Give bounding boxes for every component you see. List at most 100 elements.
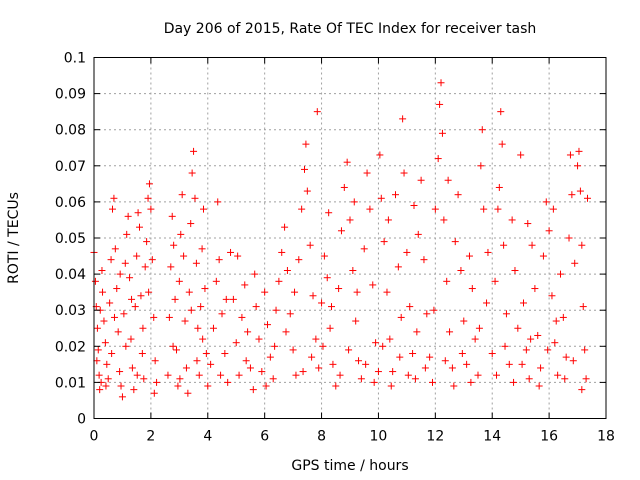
data-point bbox=[343, 158, 351, 166]
data-point bbox=[133, 371, 141, 379]
y-tick-label: 0.1 bbox=[64, 51, 86, 67]
data-point bbox=[474, 371, 482, 379]
data-point bbox=[518, 360, 526, 368]
data-point bbox=[542, 198, 550, 206]
data-point bbox=[292, 371, 300, 379]
x-tick-label: 2 bbox=[146, 429, 155, 445]
y-tick-label: 0.03 bbox=[55, 303, 86, 319]
data-point bbox=[457, 266, 465, 274]
data-point bbox=[441, 357, 449, 365]
data-point bbox=[329, 360, 337, 368]
data-point bbox=[421, 364, 429, 372]
data-point bbox=[145, 288, 153, 296]
data-point bbox=[313, 108, 321, 116]
data-point bbox=[261, 288, 269, 296]
data-point bbox=[93, 357, 101, 365]
data-point bbox=[450, 382, 458, 390]
y-tick-label: 0.06 bbox=[55, 195, 86, 211]
data-point bbox=[96, 386, 104, 394]
data-point bbox=[328, 303, 336, 311]
data-point bbox=[100, 317, 108, 325]
data-point bbox=[283, 266, 291, 274]
data-point bbox=[278, 248, 286, 256]
data-point bbox=[95, 371, 103, 379]
data-point bbox=[531, 285, 539, 293]
data-point bbox=[491, 277, 499, 285]
data-point bbox=[387, 382, 395, 390]
data-point bbox=[108, 205, 116, 213]
data-point bbox=[275, 277, 283, 285]
data-point bbox=[370, 378, 378, 386]
data-point bbox=[355, 357, 363, 365]
data-point bbox=[352, 317, 360, 325]
data-point bbox=[124, 212, 132, 220]
data-point bbox=[569, 357, 577, 365]
data-point bbox=[325, 209, 333, 217]
data-point bbox=[110, 194, 118, 202]
data-point bbox=[312, 335, 320, 343]
data-point bbox=[428, 378, 436, 386]
data-point bbox=[180, 252, 188, 260]
data-point bbox=[505, 360, 513, 368]
data-point bbox=[113, 285, 121, 293]
x-tick-label: 12 bbox=[426, 429, 444, 445]
data-point bbox=[501, 342, 509, 350]
data-point bbox=[414, 230, 422, 238]
data-point bbox=[224, 378, 232, 386]
data-point bbox=[193, 357, 201, 365]
data-point bbox=[362, 360, 370, 368]
data-point bbox=[167, 263, 175, 271]
data-point bbox=[128, 364, 136, 372]
data-point bbox=[302, 140, 310, 148]
x-tick-label: 10 bbox=[370, 429, 388, 445]
data-point bbox=[379, 342, 387, 350]
data-point bbox=[116, 270, 124, 278]
data-point bbox=[221, 350, 229, 358]
data-point bbox=[534, 331, 542, 339]
data-point bbox=[389, 368, 397, 376]
data-point bbox=[337, 227, 345, 235]
data-point bbox=[126, 274, 134, 282]
y-tick-label: 0.01 bbox=[55, 375, 86, 391]
data-point bbox=[251, 270, 259, 278]
data-point bbox=[258, 368, 266, 376]
data-point bbox=[446, 328, 454, 336]
data-point bbox=[145, 180, 153, 188]
data-point bbox=[444, 176, 452, 184]
data-point bbox=[460, 317, 468, 325]
data-point bbox=[535, 382, 543, 390]
data-point bbox=[386, 335, 394, 343]
data-point bbox=[147, 205, 155, 213]
data-point bbox=[426, 353, 434, 361]
data-point bbox=[272, 306, 280, 314]
data-point bbox=[286, 310, 294, 318]
data-point bbox=[169, 342, 177, 350]
data-point bbox=[217, 371, 225, 379]
data-point bbox=[198, 245, 206, 253]
x-tick-label: 14 bbox=[483, 429, 501, 445]
data-point bbox=[300, 165, 308, 173]
data-point bbox=[184, 389, 192, 397]
data-point bbox=[137, 292, 145, 300]
data-point bbox=[207, 360, 215, 368]
data-point bbox=[380, 238, 388, 246]
data-point bbox=[94, 346, 102, 354]
data-point bbox=[431, 205, 439, 213]
data-point bbox=[139, 324, 147, 332]
data-point bbox=[520, 299, 528, 307]
data-point bbox=[309, 292, 317, 300]
data-point bbox=[467, 378, 475, 386]
data-point bbox=[120, 310, 128, 318]
data-point bbox=[171, 295, 179, 303]
data-point bbox=[238, 313, 246, 321]
data-point bbox=[413, 328, 421, 336]
data-point bbox=[417, 176, 425, 184]
data-point bbox=[578, 386, 586, 394]
y-tick-label: 0.02 bbox=[55, 339, 86, 355]
data-point bbox=[182, 364, 190, 372]
data-point bbox=[111, 245, 119, 253]
data-point bbox=[295, 256, 303, 264]
data-point bbox=[117, 382, 125, 390]
data-point bbox=[399, 115, 407, 123]
data-point bbox=[214, 198, 222, 206]
